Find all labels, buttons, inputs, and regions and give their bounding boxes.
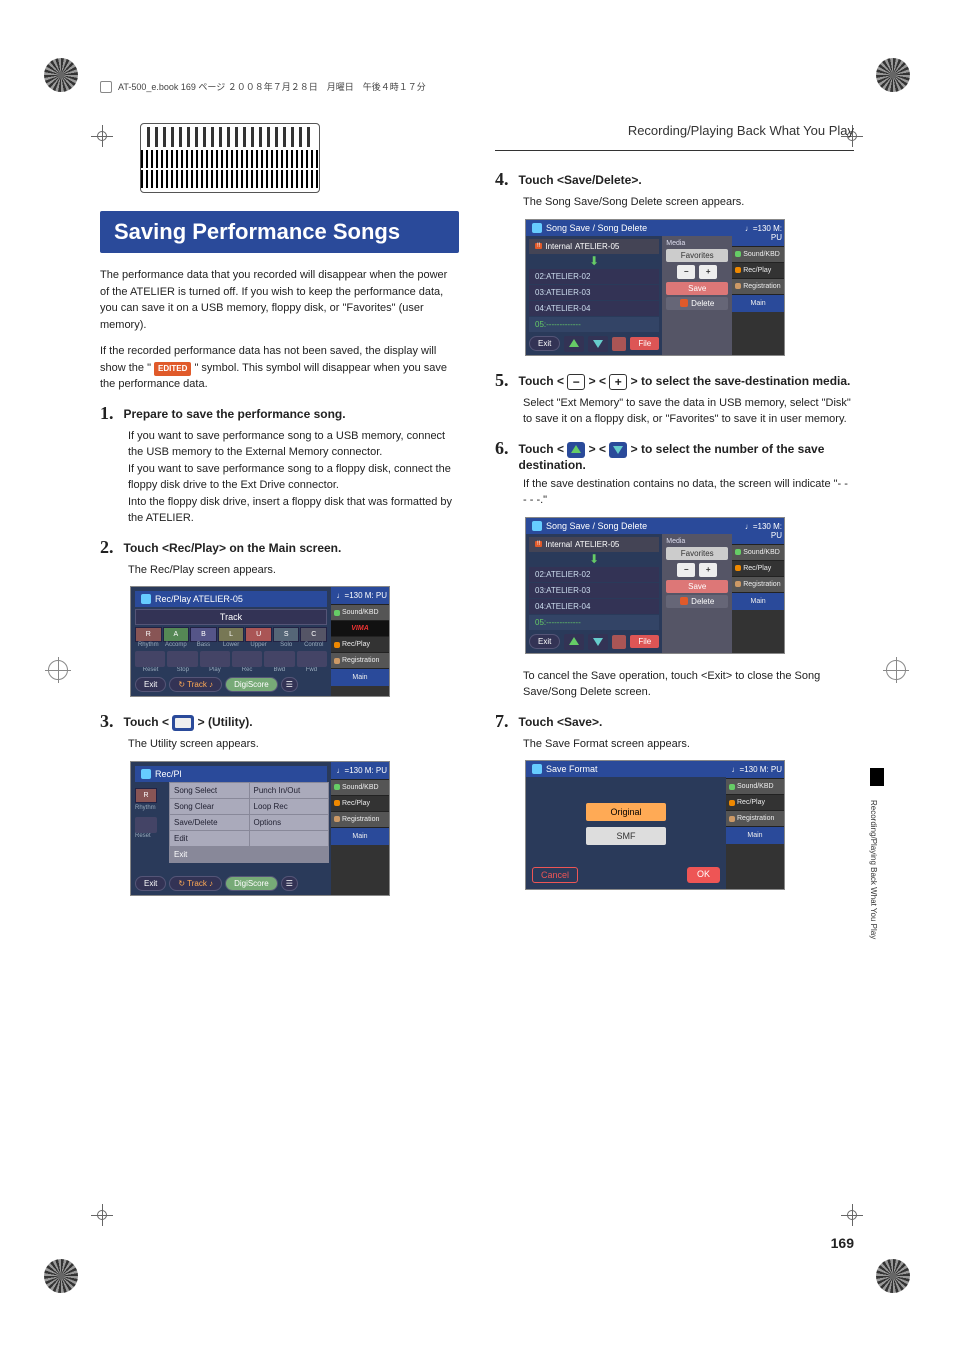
step-title: Prepare to save the performance song. — [124, 403, 346, 424]
step-4: 4. Touch <Save/Delete>. — [495, 169, 854, 190]
step-body: If you want to save performance song to … — [128, 461, 459, 494]
step-5: 5. Touch < − > < + > to select the save-… — [495, 370, 854, 391]
step-body: The Save Format screen appears. — [523, 736, 854, 753]
track-buttons: R A B L U S C — [135, 627, 327, 642]
step-1: 1. Prepare to save the performance song. — [100, 403, 459, 424]
utility-icon — [172, 715, 194, 731]
up-arrow-icon — [567, 442, 585, 458]
step-body: The Rec/Play screen appears. — [128, 562, 459, 579]
step-body: Select "Ext Memory" to save the data in … — [523, 395, 854, 428]
step-6: 6. Touch < > < > to select the number of… — [495, 438, 854, 472]
book-icon — [100, 81, 112, 93]
crop-ornament — [876, 1259, 910, 1293]
page-meta-text: AT-500_e.book 169 ページ ２００８年７月２８日 月曜日 午後４… — [118, 80, 426, 93]
edited-badge: EDITED — [154, 362, 191, 376]
window-icon — [141, 594, 151, 604]
step-body: The Song Save/Song Delete screen appears… — [523, 194, 854, 211]
step-7: 7. Touch <Save>. — [495, 711, 854, 732]
minus-icon: − — [567, 374, 585, 390]
step-body: The Utility screen appears. — [128, 736, 459, 753]
step-body: To cancel the Save operation, touch <Exi… — [523, 668, 854, 701]
crop-ornament — [876, 58, 910, 92]
utility-screenshot: Rec/Pl Song SelectPunch In/Out Song Clea… — [130, 761, 390, 896]
step-body: Into the floppy disk drive, insert a flo… — [128, 494, 459, 527]
page-number: 169 — [831, 1235, 854, 1251]
saveformat-screenshot: Save Format Original SMF Cancel OK ♩=130… — [525, 760, 785, 890]
plus-icon: + — [609, 374, 627, 390]
step-3: 3. Touch < > (Utility). — [100, 711, 459, 732]
songsave-screenshot: Song Save / Song Delete !!Internal ATELI… — [525, 219, 785, 356]
step-number: 7. — [495, 711, 509, 732]
step-number: 6. — [495, 438, 509, 472]
keyboard-illustration — [140, 123, 320, 193]
transport-buttons — [135, 651, 327, 667]
intro-paragraph: The performance data that you recorded w… — [100, 267, 459, 333]
registration-mark — [886, 660, 906, 680]
registration-mark — [48, 660, 68, 680]
step-body: If you want to save performance song to … — [128, 428, 459, 461]
step-title: Touch < > < > to select the number of th… — [519, 438, 855, 472]
step-number: 4. — [495, 169, 509, 190]
step-2: 2. Touch <Rec/Play> on the Main screen. — [100, 537, 459, 558]
crop-ornament — [44, 58, 78, 92]
down-arrow-icon — [609, 442, 627, 458]
step-number: 1. — [100, 403, 114, 424]
page-meta-header: AT-500_e.book 169 ページ ２００８年７月２８日 月曜日 午後４… — [100, 80, 854, 93]
side-running-text: Recording/Playing Back What You Play — [869, 800, 878, 939]
step-number: 2. — [100, 537, 114, 558]
step-number: 3. — [100, 711, 114, 732]
step-title: Touch < − > < + > to select the save-des… — [519, 370, 851, 391]
step-number: 5. — [495, 370, 509, 391]
step-title: Touch <Save>. — [519, 711, 603, 732]
running-header: Recording/Playing Back What You Play — [495, 123, 854, 142]
step-title: Touch <Rec/Play> on the Main screen. — [124, 537, 342, 558]
thumb-tab — [870, 768, 884, 786]
recplay-screenshot: Rec/Play ATELIER-05 Track R A B L U S C — [130, 586, 390, 697]
step-title: Touch < > (Utility). — [124, 711, 253, 732]
crop-ornament — [44, 1259, 78, 1293]
section-title: Saving Performance Songs — [100, 211, 459, 253]
intro-paragraph-2: If the recorded performance data has not… — [100, 343, 459, 393]
step-title: Touch <Save/Delete>. — [519, 169, 642, 190]
songsave-screenshot-2: Song Save / Song Delete !!Internal ATELI… — [525, 517, 785, 654]
step-body: If the save destination contains no data… — [523, 476, 854, 509]
